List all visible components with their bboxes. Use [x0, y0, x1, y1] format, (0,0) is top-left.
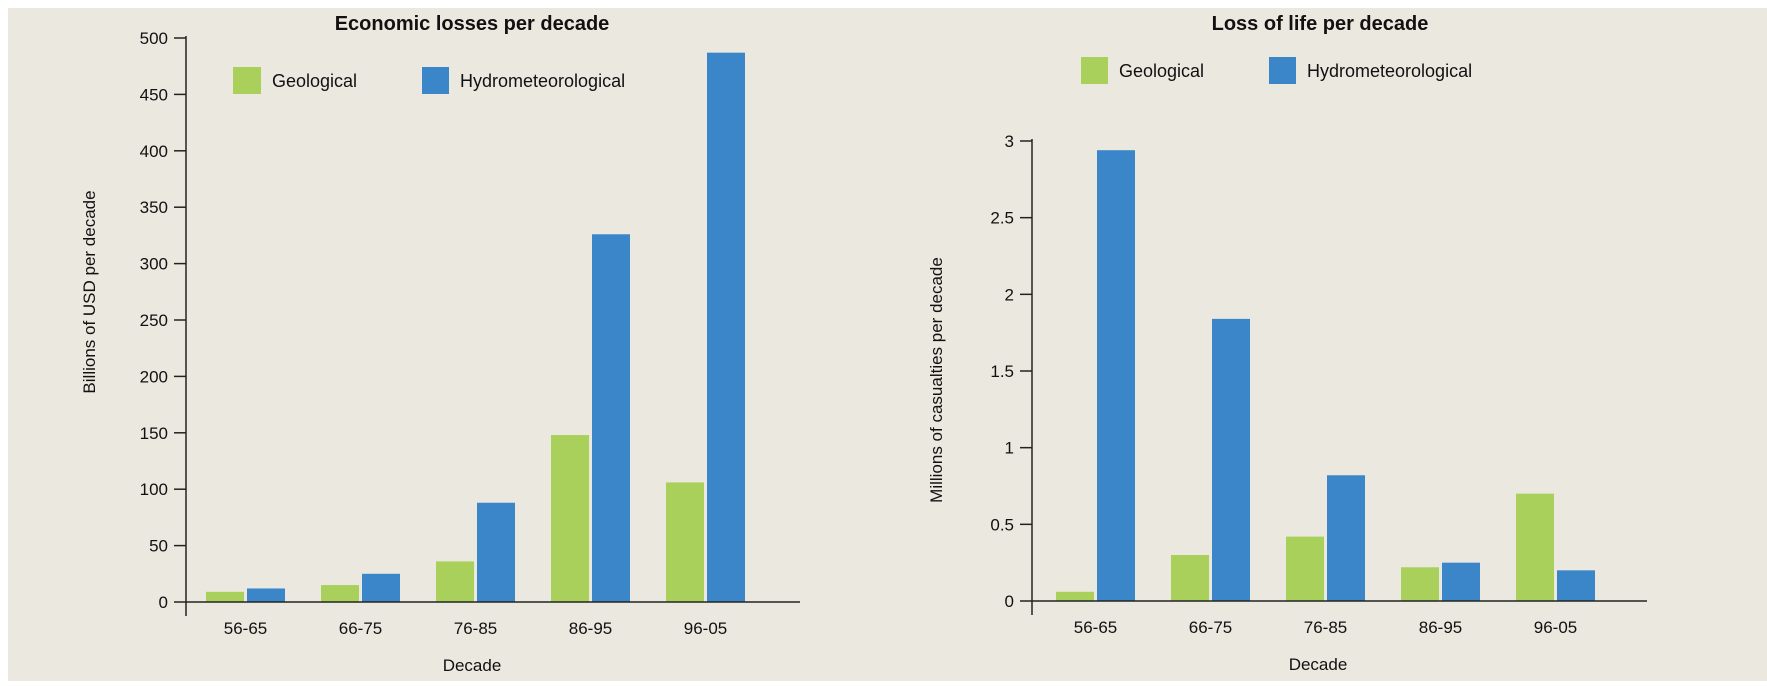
y-axis-ticks: 0 0.5 1 1.5 2 2.5 3 — [990, 132, 1032, 611]
y-tick-label: 0 — [159, 593, 168, 612]
bar-geological-76-85 — [436, 561, 474, 602]
y-tick-label: 3 — [1005, 132, 1014, 151]
y-tick-label: 350 — [140, 198, 168, 217]
bar-geological-86-95 — [1401, 567, 1439, 601]
legend-label-hydrometeorological: Hydrometeorological — [1307, 61, 1472, 81]
bar-hydrometeorological-96-05 — [1557, 570, 1595, 601]
bar-geological-66-75 — [321, 585, 359, 602]
x-tick-label: 96-05 — [684, 619, 727, 638]
y-tick-label: 50 — [149, 537, 168, 556]
y-tick-label: 500 — [140, 29, 168, 48]
legend: Geological Hydrometeorological — [233, 67, 625, 94]
chart-title: Economic losses per decade — [335, 13, 610, 35]
y-tick-label: 300 — [140, 255, 168, 274]
legend-label-hydrometeorological: Hydrometeorological — [460, 71, 625, 91]
bar-hydrometeorological-86-95 — [592, 234, 630, 602]
x-tick-label: 66-75 — [1189, 618, 1232, 637]
x-tick-label: 86-95 — [1419, 618, 1462, 637]
y-tick-label: 0 — [1005, 592, 1014, 611]
x-tick-label: 66-75 — [339, 619, 382, 638]
y-tick-label: 2.5 — [990, 209, 1014, 228]
y-axis-label: Millions of casualties per decade — [927, 257, 946, 503]
legend-swatch-geological — [1081, 57, 1108, 84]
bar-geological-56-65 — [206, 591, 244, 602]
y-tick-label: 400 — [140, 142, 168, 161]
figure-background — [8, 8, 1767, 681]
y-tick-label: 0.5 — [990, 515, 1014, 534]
bar-geological-96-05 — [666, 482, 704, 602]
bar-geological-56-65 — [1056, 591, 1094, 601]
bar-geological-76-85 — [1286, 536, 1324, 601]
bar-hydrometeorological-96-05 — [707, 52, 745, 602]
loss-of-life-chart: Loss of life per decade Geological Hydro… — [927, 13, 1647, 674]
legend-label-geological: Geological — [1119, 61, 1204, 81]
economic-losses-chart: Economic losses per decade Geological Hy… — [80, 13, 800, 675]
y-tick-label: 250 — [140, 311, 168, 330]
bars — [1056, 150, 1595, 601]
bar-hydrometeorological-66-75 — [1212, 318, 1250, 601]
y-tick-label: 1 — [1005, 439, 1014, 458]
legend-label-geological: Geological — [272, 71, 357, 91]
bar-hydrometeorological-76-85 — [1327, 475, 1365, 601]
chart-title: Loss of life per decade — [1212, 13, 1429, 35]
bar-hydrometeorological-56-65 — [247, 588, 285, 602]
x-tick-label: 76-85 — [1304, 618, 1347, 637]
x-tick-label: 56-65 — [224, 619, 267, 638]
bar-hydrometeorological-86-95 — [1442, 562, 1480, 601]
x-axis-label: Decade — [1289, 655, 1348, 674]
axes — [1031, 139, 1647, 615]
bar-geological-86-95 — [551, 435, 589, 602]
x-axis-label: Decade — [443, 656, 502, 675]
bars — [206, 52, 745, 602]
bar-hydrometeorological-76-85 — [477, 502, 515, 602]
x-axis-ticks: 56-65 66-75 76-85 86-95 96-05 — [1074, 618, 1577, 637]
y-axis-label: Billions of USD per decade — [80, 190, 99, 393]
bar-geological-66-75 — [1171, 555, 1209, 601]
y-tick-label: 450 — [140, 85, 168, 104]
x-tick-label: 76-85 — [454, 619, 497, 638]
x-tick-label: 96-05 — [1534, 618, 1577, 637]
y-tick-label: 200 — [140, 367, 168, 386]
legend-swatch-hydrometeorological — [1269, 57, 1296, 84]
bar-hydrometeorological-66-75 — [362, 573, 400, 602]
x-tick-label: 86-95 — [569, 619, 612, 638]
y-tick-label: 100 — [140, 480, 168, 499]
legend-swatch-geological — [233, 67, 261, 94]
y-tick-label: 2 — [1005, 285, 1014, 304]
legend: Geological Hydrometeorological — [1081, 57, 1472, 84]
x-tick-label: 56-65 — [1074, 618, 1117, 637]
y-tick-label: 1.5 — [990, 362, 1014, 381]
legend-swatch-hydrometeorological — [422, 67, 449, 94]
axes — [185, 36, 800, 616]
bar-hydrometeorological-56-65 — [1097, 150, 1135, 601]
y-axis-ticks: 0 50 100 150 200 250 300 350 400 450 500 — [140, 29, 186, 612]
y-tick-label: 150 — [140, 424, 168, 443]
bar-geological-96-05 — [1516, 493, 1554, 601]
x-axis-ticks: 56-65 66-75 76-85 86-95 96-05 — [224, 619, 727, 638]
